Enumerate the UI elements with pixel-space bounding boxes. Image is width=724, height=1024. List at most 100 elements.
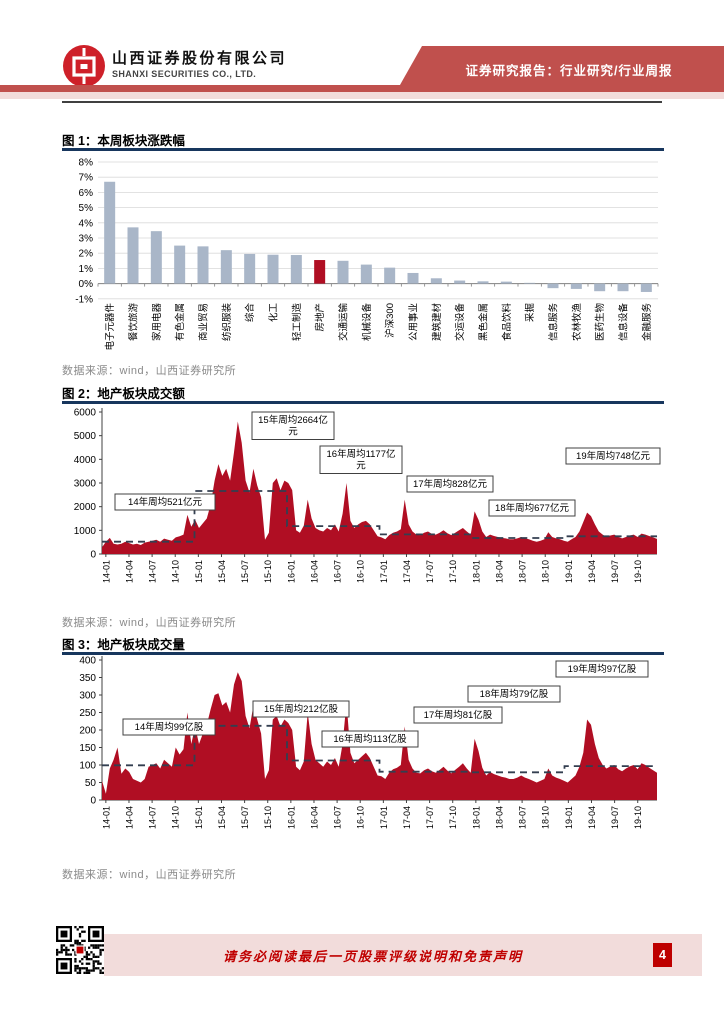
svg-text:元: 元	[288, 427, 298, 438]
svg-text:17-10: 17-10	[448, 806, 458, 829]
svg-text:信息设备: 信息设备	[618, 303, 630, 342]
svg-text:15-10: 15-10	[263, 560, 273, 583]
svg-text:信息服务: 信息服务	[548, 303, 560, 342]
svg-text:交运设备: 交运设备	[454, 303, 466, 342]
page-number: 4	[653, 943, 672, 967]
svg-text:18-01: 18-01	[471, 806, 481, 829]
svg-text:18-07: 18-07	[518, 806, 528, 829]
svg-text:18-07: 18-07	[518, 560, 528, 583]
figure2-title-rule	[62, 401, 664, 404]
svg-text:50: 50	[85, 778, 97, 789]
figure1-title-rule	[62, 148, 664, 151]
svg-text:18-10: 18-10	[541, 560, 551, 583]
svg-text:食品饮料: 食品饮料	[501, 303, 513, 342]
svg-text:150: 150	[79, 743, 96, 754]
company-name-cn: 山西证券股份有限公司	[112, 50, 288, 67]
svg-text:餐饮旅游: 餐饮旅游	[128, 303, 140, 342]
svg-text:机械设备: 机械设备	[361, 303, 373, 342]
svg-text:3000: 3000	[74, 479, 97, 490]
svg-text:200: 200	[79, 726, 96, 737]
svg-text:16-10: 16-10	[356, 560, 366, 583]
company-name-en: SHANXI SECURITIES CO., LTD.	[112, 69, 257, 79]
svg-text:0: 0	[90, 796, 96, 807]
figure1-source: 数据来源：wind，山西证券研究所	[62, 365, 237, 377]
svg-text:7%: 7%	[79, 173, 94, 184]
svg-text:15年周均2664亿: 15年周均2664亿	[258, 414, 328, 426]
svg-text:0: 0	[90, 550, 96, 561]
svg-text:19-10: 19-10	[633, 806, 643, 829]
svg-text:0%: 0%	[79, 279, 94, 290]
svg-text:19-01: 19-01	[564, 560, 574, 583]
svg-text:14-07: 14-07	[148, 806, 158, 829]
svg-text:1000: 1000	[74, 526, 97, 537]
header-red-strip	[0, 85, 724, 92]
svg-text:14-10: 14-10	[171, 560, 181, 583]
svg-text:14-10: 14-10	[171, 806, 181, 829]
svg-text:采掘: 采掘	[524, 303, 536, 322]
svg-text:医药生物: 医药生物	[594, 303, 606, 342]
header-divider	[62, 101, 662, 103]
svg-text:18-04: 18-04	[494, 806, 504, 829]
svg-text:18年周均677亿元: 18年周均677亿元	[495, 502, 569, 514]
svg-text:16-10: 16-10	[356, 806, 366, 829]
svg-text:15-07: 15-07	[240, 806, 250, 829]
svg-text:19年周均748亿元: 19年周均748亿元	[576, 450, 650, 462]
svg-text:-1%: -1%	[75, 294, 93, 305]
svg-text:纺织服装: 纺织服装	[221, 303, 233, 342]
svg-text:15-01: 15-01	[194, 560, 204, 583]
sector-performance-bar-chart: 8% 7% 6% 5% 4% 3% 2% 1% 0% -1% 电子元器件 餐饮旅游 家用电器 有色金属 商业…	[75, 158, 659, 351]
svg-text:14年周均521亿元: 14年周均521亿元	[128, 496, 202, 508]
figure3-source: 数据来源：wind，山西证券研究所	[62, 869, 237, 881]
svg-text:16-07: 16-07	[333, 560, 343, 583]
svg-text:化工: 化工	[268, 303, 280, 323]
svg-text:沪深300: 沪深300	[384, 303, 396, 338]
svg-text:家用电器: 家用电器	[151, 303, 163, 342]
svg-text:100: 100	[79, 761, 96, 772]
svg-text:2000: 2000	[74, 502, 97, 513]
svg-text:5%: 5%	[79, 203, 94, 214]
transaction-amount-area-chart: 0 1000 2000 3000 4000 5000 6000 14-01 14-04 14-07…	[74, 408, 661, 583]
svg-text:商业贸易: 商业贸易	[198, 303, 210, 341]
svg-text:15-04: 15-04	[217, 560, 227, 583]
svg-text:17-04: 17-04	[402, 806, 412, 829]
svg-text:17-07: 17-07	[425, 806, 435, 829]
svg-text:16-04: 16-04	[309, 806, 319, 829]
svg-text:3%: 3%	[79, 234, 94, 245]
report-type-label: 证券研究报告：行业研究/行业周报	[465, 63, 673, 78]
svg-text:14-04: 14-04	[124, 806, 134, 829]
svg-text:19-04: 19-04	[587, 560, 597, 583]
header-pink-strip	[0, 92, 724, 99]
svg-text:6000: 6000	[74, 408, 97, 419]
svg-text:8%: 8%	[79, 158, 94, 169]
svg-text:18年周均79亿股: 18年周均79亿股	[480, 688, 549, 700]
svg-text:19-07: 19-07	[610, 806, 620, 829]
svg-text:17-10: 17-10	[448, 560, 458, 583]
svg-text:14-01: 14-01	[101, 560, 111, 583]
svg-text:1%: 1%	[79, 264, 94, 275]
svg-text:17年周均828亿元: 17年周均828亿元	[413, 478, 487, 490]
svg-text:19年周均97亿股: 19年周均97亿股	[568, 663, 637, 675]
svg-text:19-07: 19-07	[610, 560, 620, 583]
svg-text:农林牧渔: 农林牧渔	[571, 303, 583, 342]
svg-text:17-01: 17-01	[379, 560, 389, 583]
svg-text:17-07: 17-07	[425, 560, 435, 583]
svg-text:16-07: 16-07	[333, 806, 343, 829]
svg-text:黑色金属: 黑色金属	[478, 303, 490, 341]
svg-text:18-10: 18-10	[541, 806, 551, 829]
svg-text:14-07: 14-07	[148, 560, 158, 583]
footer-band: 请务必阅读最后一页股票评级说明和免责声明 4	[104, 934, 702, 976]
svg-text:6%: 6%	[79, 188, 94, 199]
svg-text:轻工制造: 轻工制造	[291, 303, 303, 342]
figure2-title: 图 2：地产板块成交额	[62, 387, 185, 401]
svg-text:15-01: 15-01	[194, 806, 204, 829]
svg-text:金融服务: 金融服务	[641, 303, 653, 342]
svg-text:14-01: 14-01	[101, 806, 111, 829]
report-type-banner: 证券研究报告：行业研究/行业周报	[396, 46, 724, 92]
svg-text:15-04: 15-04	[217, 806, 227, 829]
svg-text:16-01: 16-01	[286, 806, 296, 829]
svg-text:15年周均212亿股: 15年周均212亿股	[264, 703, 338, 715]
qr-code	[56, 926, 104, 974]
svg-text:300: 300	[79, 691, 96, 702]
svg-text:17-01: 17-01	[379, 806, 389, 829]
svg-text:建筑建材: 建筑建材	[431, 303, 443, 342]
